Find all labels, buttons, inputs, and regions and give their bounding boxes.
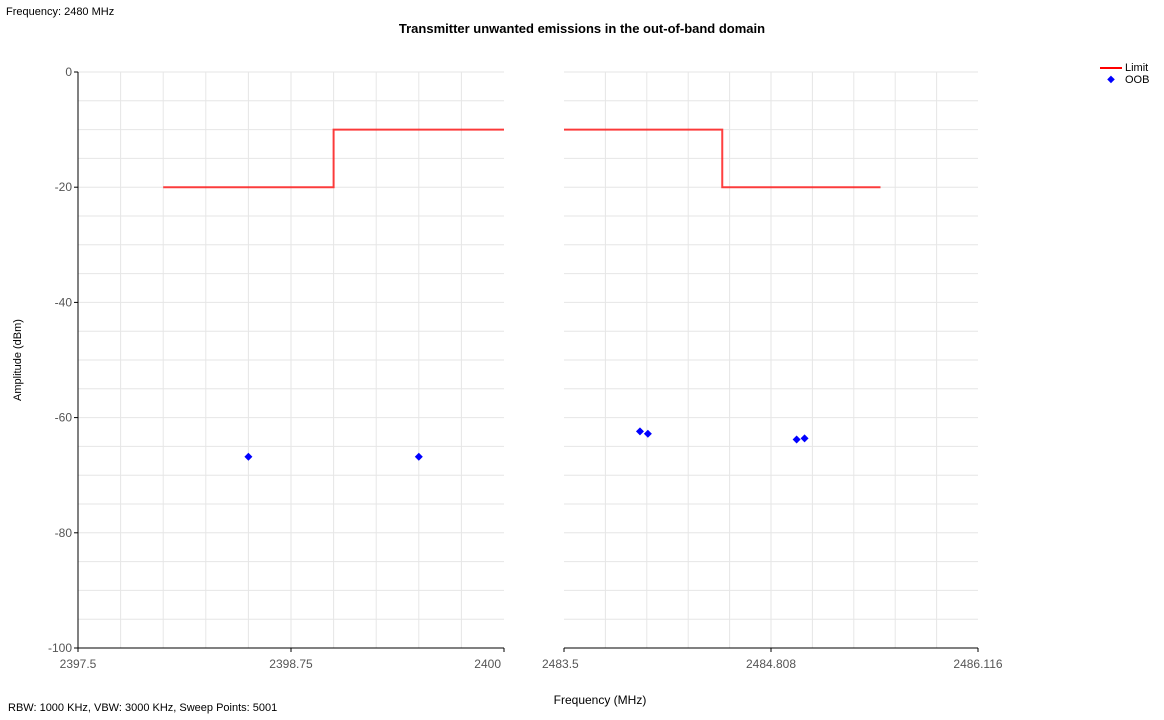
legend-label-limit: Limit xyxy=(1125,62,1149,74)
oob-data-point xyxy=(800,434,809,443)
x-axis-label: Frequency (MHz) xyxy=(553,693,647,707)
x-tick-label: 2397.5 xyxy=(60,657,97,671)
x-tick-label: 2400 xyxy=(474,657,501,671)
y-tick-label: -40 xyxy=(55,295,73,309)
oob-data-point xyxy=(635,427,644,436)
y-tick-label: -80 xyxy=(55,526,73,540)
legend-item-oob: ◆ OOB xyxy=(1100,74,1149,86)
y-tick-label: -20 xyxy=(55,180,73,194)
limit-series-line xyxy=(564,128,881,189)
y-tick-label: -60 xyxy=(55,411,73,425)
oob-data-point xyxy=(792,435,801,444)
legend-item-limit: Limit xyxy=(1100,62,1149,74)
oob-data-point xyxy=(414,452,423,461)
sweep-settings-info: RBW: 1000 KHz, VBW: 3000 KHz, Sweep Poin… xyxy=(8,702,278,714)
legend-label-oob: OOB xyxy=(1125,74,1150,86)
x-tick-label: 2483.5 xyxy=(542,657,579,671)
diamond-marker-icon: ◆ xyxy=(1107,74,1115,85)
oob-data-point xyxy=(643,429,652,438)
x-tick-label: 2398.75 xyxy=(269,657,313,671)
y-tick-label: -100 xyxy=(48,641,72,655)
chart-title: Transmitter unwanted emissions in the ou… xyxy=(398,21,766,36)
x-tick-label: 2484.808 xyxy=(746,657,796,671)
limit-series-line xyxy=(163,128,504,189)
limit-line-swatch xyxy=(1100,67,1122,69)
frequency-info: Frequency: 2480 MHz xyxy=(6,6,115,18)
x-tick-label: 2486.116 xyxy=(953,657,1002,671)
oob-data-point xyxy=(244,452,253,461)
y-tick-label: 0 xyxy=(65,65,72,79)
legend: Limit ◆ OOB xyxy=(1100,62,1149,86)
